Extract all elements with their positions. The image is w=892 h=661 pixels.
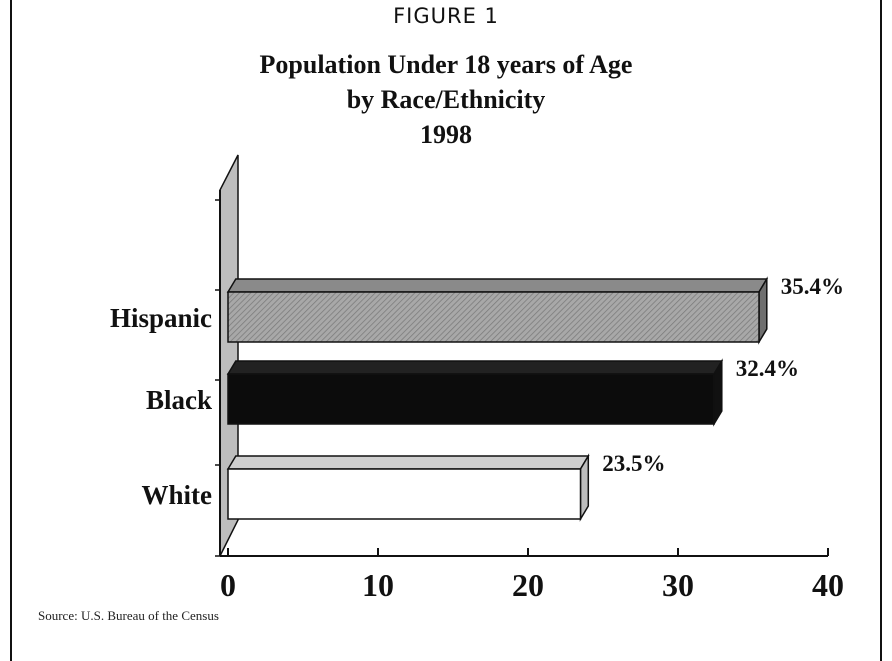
x-tick-label: 20 [512, 567, 544, 603]
bar-black [227, 373, 715, 425]
figure-label: FIGURE 1 [393, 4, 499, 28]
value-label: 32.4% [736, 356, 799, 381]
bar-top-face [226, 360, 724, 375]
figure-frame [10, 0, 882, 661]
chart-title: Population Under 18 years of Age [259, 50, 633, 79]
bar-white [227, 468, 582, 520]
chart-subtitle-line-1: by Race/Ethnicity [346, 85, 546, 114]
value-label: 35.4% [781, 274, 844, 299]
x-tick-label: 40 [812, 567, 844, 603]
value-label: 23.5% [602, 451, 665, 476]
source-note: Source: U.S. Bureau of the Census [38, 608, 219, 623]
category-label: Black [146, 385, 212, 415]
x-tick-label: 30 [662, 567, 694, 603]
x-tick-label: 10 [362, 567, 394, 603]
category-label: White [142, 480, 213, 510]
bar-top-face [226, 278, 769, 293]
bar-top-face [226, 455, 590, 470]
x-tick-label: 0 [220, 567, 236, 603]
category-label: Hispanic [110, 303, 212, 333]
chart-subtitle-line-2: 1998 [420, 120, 472, 149]
bar-hispanic [227, 291, 760, 343]
